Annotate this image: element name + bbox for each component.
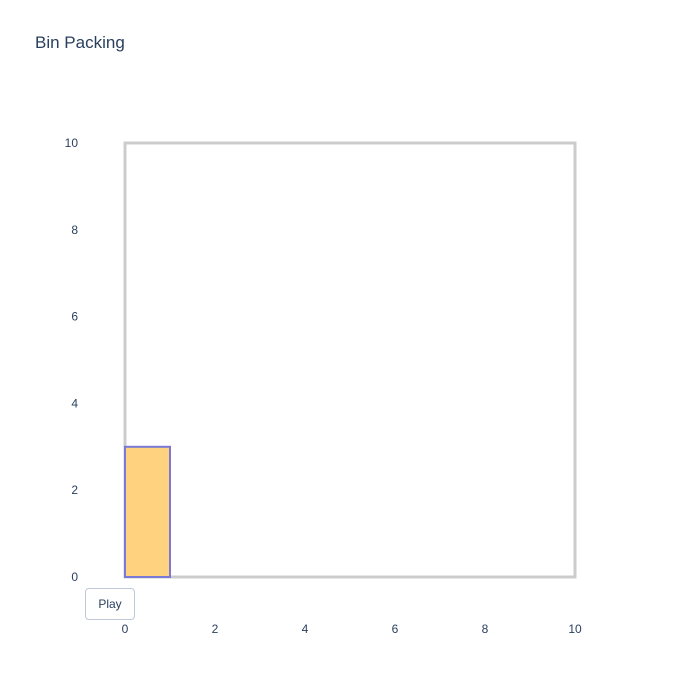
x-tick-label: 10: [568, 622, 582, 636]
x-tick-label: 8: [482, 622, 489, 636]
plot-area: [123, 141, 577, 579]
play-button[interactable]: Play: [85, 588, 135, 620]
x-tick-label: 6: [392, 622, 399, 636]
x-axis-ticks: 0 2 4 6 8 10: [122, 622, 582, 636]
y-tick-label: 10: [65, 136, 79, 150]
y-tick-label: 8: [71, 223, 78, 237]
x-tick-label: 4: [302, 622, 309, 636]
packed-item-0: [124, 445, 171, 578]
y-tick-label: 6: [71, 310, 78, 324]
y-tick-label: 4: [71, 396, 78, 410]
y-tick-label: 2: [71, 483, 78, 497]
x-tick-label: 0: [122, 622, 129, 636]
y-tick-label: 0: [71, 570, 78, 584]
x-tick-label: 2: [212, 622, 219, 636]
bin-outline: [123, 141, 577, 579]
chart-title: Bin Packing: [35, 33, 125, 52]
y-axis-ticks: 0 2 4 6 8 10: [65, 136, 79, 584]
